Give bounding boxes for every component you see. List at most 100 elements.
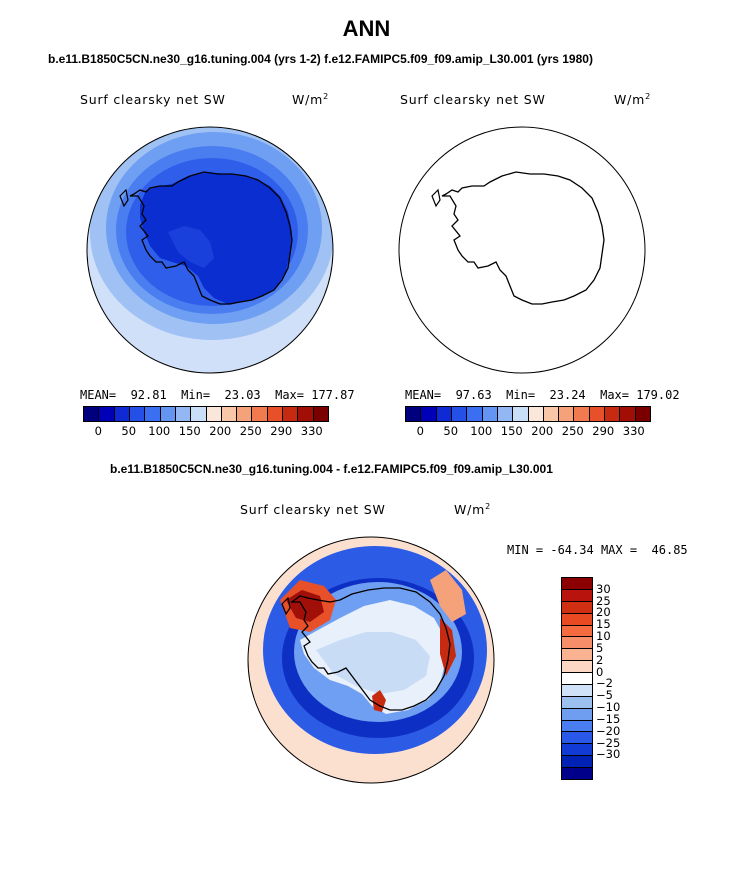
colorbar-swatch [562, 684, 592, 697]
colorbar-swatch [99, 407, 115, 421]
figure-title: ANN [342, 16, 391, 41]
colorbar-swatch [436, 407, 452, 421]
colorbar-swatch [129, 407, 146, 421]
panel2-mean: 97.63 [455, 388, 492, 402]
colorbar-swatch [451, 407, 468, 421]
diff-peninsula-outline [281, 596, 291, 616]
colorbar-tick-label: 2 [596, 652, 604, 667]
colorbar-swatch [543, 407, 560, 421]
diff-contour-positive [430, 570, 466, 622]
colorbar-swatch [221, 407, 238, 421]
panel1-units: W/m2 [292, 92, 330, 108]
colorbar-swatch [175, 407, 192, 421]
colorbar-tick-label: 250 [239, 424, 262, 438]
diff-min: -64.34 [550, 543, 594, 557]
diff-map-boundary [247, 536, 495, 784]
colorbar-tick-label: 30 [596, 581, 611, 596]
colorbar-tick-label: 25 [596, 593, 611, 608]
panel2-peninsula-outline [431, 188, 441, 208]
colorbar-tick-label: 100 [148, 424, 171, 438]
colorbar-tick-label: 50 [121, 424, 137, 438]
colorbar-swatch [298, 407, 314, 421]
diff-coastline [290, 587, 451, 711]
colorbar-swatch [635, 407, 650, 421]
panel1-min: 23.03 [224, 388, 261, 402]
panel1-coastline [129, 171, 293, 305]
panel2-colorbar [405, 406, 651, 422]
panel1-colorbar [83, 406, 329, 422]
colorbar-swatch [237, 407, 253, 421]
colorbar-tick-label: −5 [596, 688, 613, 703]
diff-units: W/m2 [454, 502, 492, 518]
colorbar-tick-label: 0 [416, 424, 424, 438]
panel1-max: 177.87 [311, 388, 355, 402]
panel2-variable: Surf clearsky net SW [400, 92, 546, 107]
colorbar-tick-label: −25 [596, 735, 621, 750]
colorbar-swatch [562, 625, 592, 638]
colorbar-swatch [574, 407, 590, 421]
panel1-contour-shelf [168, 226, 214, 268]
diff-colorbar-ticks: 30 25 20 15 10 5 2 0 −2 −5 −10 −15 −20 −25 −30 [596, 577, 656, 778]
panel2-max: 179.02 [636, 388, 680, 402]
colorbar-tick-label: 15 [596, 617, 611, 632]
colorbar-swatch [589, 407, 606, 421]
colorbar-tick-label: 200 [209, 424, 232, 438]
colorbar-swatch [562, 613, 592, 626]
colorbar-swatch [562, 589, 592, 602]
panel2-min: 23.24 [549, 388, 586, 402]
panel1-variable: Surf clearsky net SW [80, 92, 226, 107]
colorbar-tick-label: 330 [300, 424, 323, 438]
colorbar-swatch [252, 407, 268, 421]
panel1-contour-continent [140, 172, 292, 304]
diff-contour-continent-inner [316, 632, 430, 694]
colorbar-swatch [562, 661, 592, 673]
colorbar-swatch [497, 407, 514, 421]
panel2-units: W/m2 [614, 92, 652, 108]
colorbar-tick-label: −20 [596, 723, 621, 738]
colorbar-swatch [114, 407, 130, 421]
panel1-mean: 92.81 [130, 388, 167, 402]
colorbar-swatch [620, 407, 636, 421]
colorbar-swatch [562, 732, 592, 745]
panel1-stats: MEAN= 92.81 Min= 23.03 Max= 177.87 [80, 388, 355, 402]
colorbar-tick-label: −15 [596, 711, 621, 726]
colorbar-swatch [562, 649, 592, 662]
colorbar-tick-label: −2 [596, 676, 613, 691]
colorbar-swatch [421, 407, 437, 421]
colorbar-swatch [562, 720, 592, 733]
colorbar-swatch [528, 407, 544, 421]
panel1-map-boundary [86, 126, 334, 374]
panel2-colorbar-ticks: 0 50 100 150 200 250 290 330 [405, 424, 649, 440]
colorbar-swatch [313, 407, 328, 421]
colorbar-swatch [562, 744, 592, 757]
diff-contour-positive [440, 618, 456, 676]
colorbar-swatch [562, 696, 592, 709]
colorbar-tick-label: 5 [596, 640, 604, 655]
colorbar-swatch [562, 756, 592, 768]
diff-variable: Surf clearsky net SW [240, 502, 386, 517]
colorbar-tick-label: −10 [596, 700, 621, 715]
colorbar-swatch [206, 407, 222, 421]
panel2-coastline [441, 171, 605, 305]
figure-subtitle: b.e11.B1850C5CN.ne30_g16.tuning.004 (yrs… [48, 52, 593, 66]
panel2-stats: MEAN= 97.63 Min= 23.24 Max= 179.02 [405, 388, 680, 402]
colorbar-tick-label: 20 [596, 605, 611, 620]
colorbar-swatch [559, 407, 575, 421]
panel1-peninsula-outline [119, 188, 129, 208]
colorbar-tick-label: 0 [94, 424, 102, 438]
colorbar-tick-label: 150 [500, 424, 523, 438]
colorbar-tick-label: 290 [270, 424, 293, 438]
colorbar-tick-label: 250 [561, 424, 584, 438]
colorbar-tick-label: 330 [622, 424, 645, 438]
panel2-map-boundary [398, 126, 646, 374]
colorbar-swatch [562, 637, 592, 650]
panel1-colorbar-ticks: 0 50 100 150 200 250 290 330 [83, 424, 327, 440]
colorbar-swatch [160, 407, 176, 421]
diff-colorbar [561, 577, 593, 780]
colorbar-swatch [482, 407, 498, 421]
colorbar-swatch [406, 407, 422, 421]
colorbar-swatch [562, 673, 592, 685]
colorbar-swatch [267, 407, 284, 421]
